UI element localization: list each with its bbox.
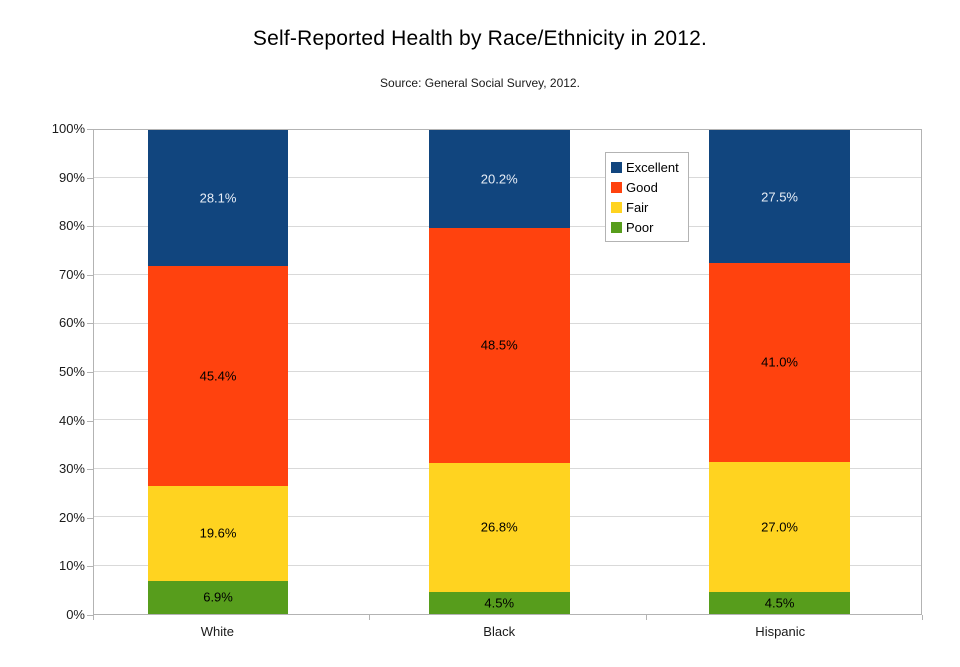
y-tick-mark bbox=[87, 517, 93, 519]
fair-swatch-icon bbox=[611, 201, 622, 213]
legend-label: Poor bbox=[626, 219, 654, 235]
x-tick-mark bbox=[922, 615, 923, 620]
y-tick-label: 100% bbox=[51, 121, 85, 136]
y-tick-mark bbox=[87, 323, 93, 325]
y-tick-label: 30% bbox=[58, 461, 85, 477]
excellent-swatch-icon bbox=[611, 161, 622, 173]
bar-segment-excellent: 20.2% bbox=[428, 130, 570, 228]
data-label: 48.5% bbox=[480, 337, 518, 353]
y-tick-mark bbox=[87, 226, 93, 228]
poor-swatch-icon bbox=[611, 221, 622, 233]
y-tick-mark bbox=[87, 469, 93, 471]
data-label: 20.2% bbox=[480, 171, 518, 187]
legend-label: Excellent bbox=[626, 159, 679, 175]
bar-segment-fair: 26.8% bbox=[428, 462, 570, 593]
y-tick-label: 90% bbox=[58, 169, 85, 185]
data-label: 6.9% bbox=[203, 589, 233, 605]
legend-item-poor: Poor bbox=[611, 217, 679, 237]
x-tick-label: Black bbox=[483, 624, 516, 639]
bar-segment-poor: 6.9% bbox=[147, 580, 289, 614]
y-tick-mark bbox=[87, 177, 93, 179]
legend: Excellent Good Fair Poor bbox=[605, 152, 689, 242]
data-label: 45.4% bbox=[199, 368, 237, 384]
bar-hispanic: 4.5% 27.0% 41.0% 27.5% bbox=[709, 130, 850, 614]
data-label: 27.5% bbox=[761, 189, 798, 205]
bar-segment-good: 48.5% bbox=[428, 227, 570, 463]
x-tick-mark bbox=[369, 615, 371, 620]
y-tick-label: 80% bbox=[58, 218, 85, 234]
y-tick-mark bbox=[87, 274, 93, 276]
data-label: 27.0% bbox=[761, 519, 798, 535]
data-label: 41.0% bbox=[761, 354, 798, 370]
y-tick-label: 50% bbox=[58, 364, 85, 379]
data-label: 19.6% bbox=[199, 525, 237, 541]
bar-segment-fair: 19.6% bbox=[147, 485, 289, 581]
y-tick-mark bbox=[87, 566, 93, 568]
data-label: 4.5% bbox=[764, 595, 795, 611]
chart-subtitle: Source: General Social Survey, 2012. bbox=[380, 76, 580, 90]
y-tick-label: 10% bbox=[58, 558, 85, 574]
bar-segment-fair: 27.0% bbox=[709, 461, 850, 593]
legend-label: Good bbox=[626, 179, 658, 195]
data-label: 28.1% bbox=[199, 190, 237, 206]
y-tick-label: 20% bbox=[58, 509, 85, 525]
x-tick-label: White bbox=[200, 624, 234, 639]
y-axis-labels: 0% 10% 20% 30% 40% 50% 60% 70% 80% 90% 100% bbox=[0, 0, 85, 667]
bar-segment-poor: 4.5% bbox=[428, 592, 570, 614]
x-tick-mark bbox=[645, 615, 647, 620]
bar-segment-poor: 4.5% bbox=[709, 592, 850, 614]
x-tick-label: Hispanic bbox=[755, 624, 806, 639]
y-tick-mark bbox=[87, 615, 93, 616]
y-tick-mark bbox=[87, 372, 93, 373]
data-label: 26.8% bbox=[480, 519, 518, 535]
chart-title: Self-Reported Health by Race/Ethnicity i… bbox=[252, 27, 708, 50]
y-tick-mark bbox=[87, 129, 93, 130]
legend-item-good: Good bbox=[611, 177, 679, 197]
y-tick-label: 60% bbox=[58, 315, 85, 331]
bar-black: 4.5% 26.8% 48.5% 20.2% bbox=[428, 130, 570, 614]
legend-item-excellent: Excellent bbox=[611, 157, 679, 177]
bar-segment-excellent: 27.5% bbox=[709, 130, 850, 264]
legend-item-fair: Fair bbox=[611, 197, 679, 217]
bar-segment-good: 41.0% bbox=[709, 263, 850, 462]
bar-white: 6.9% 19.6% 45.4% 28.1% bbox=[147, 130, 289, 614]
good-swatch-icon bbox=[611, 181, 622, 193]
data-label: 4.5% bbox=[484, 595, 515, 611]
legend-label: Fair bbox=[626, 199, 649, 215]
bar-segment-excellent: 28.1% bbox=[147, 130, 289, 267]
y-tick-mark bbox=[87, 420, 93, 422]
y-tick-label: 40% bbox=[58, 412, 85, 428]
y-tick-label: 0% bbox=[66, 607, 85, 622]
bar-segment-good: 45.4% bbox=[147, 266, 289, 486]
y-tick-label: 70% bbox=[58, 266, 85, 282]
plot-area: 6.9% 19.6% 45.4% 28.1% 4.5% 26.8% 48.5% 20.2% 4.… bbox=[93, 129, 922, 615]
x-tick-mark bbox=[93, 615, 94, 620]
